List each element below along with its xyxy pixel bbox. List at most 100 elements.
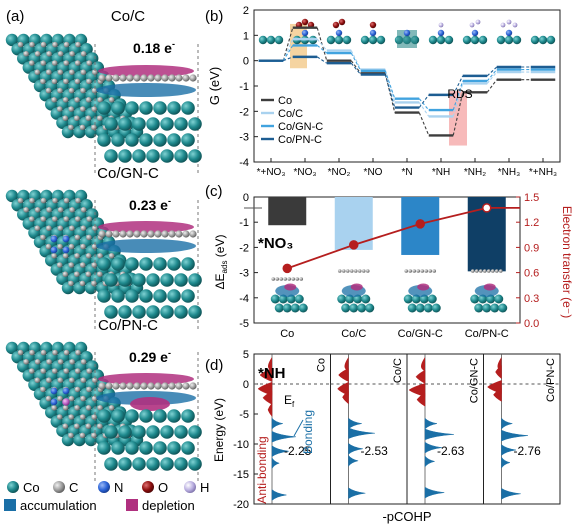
c-atom — [91, 87, 98, 94]
co-atom — [290, 303, 300, 313]
c-atom — [74, 386, 81, 393]
c-atom — [337, 269, 342, 273]
c-atom — [63, 349, 70, 356]
bonding-peak — [271, 489, 287, 501]
co-atom — [160, 273, 174, 287]
y2-tick-label: 1.2 — [524, 217, 539, 229]
cohp-panel-label: Co/GN-C — [469, 358, 481, 403]
c-atom — [62, 97, 69, 103]
co-atom — [490, 303, 500, 313]
c-atom — [424, 269, 429, 273]
co-atom — [146, 457, 160, 471]
co-atom — [139, 101, 153, 115]
x-tick-label: *+NH₃ — [529, 167, 557, 178]
co-atom — [181, 409, 195, 423]
c-atom — [68, 414, 74, 420]
co-atom — [167, 257, 181, 271]
cohp-panel-co-c: Co/C -2.53 — [330, 354, 407, 504]
c-atom — [29, 197, 35, 204]
n-atom — [62, 235, 70, 243]
c-atom — [341, 269, 346, 273]
co-atom — [368, 35, 378, 45]
n-atom — [369, 29, 377, 37]
c-atom — [86, 234, 92, 241]
c-atom — [189, 74, 197, 82]
co-atom — [470, 294, 480, 304]
c-atom — [80, 243, 86, 250]
co-atom — [146, 117, 160, 131]
bonding-peak — [501, 456, 510, 469]
series-co-gn-c — [258, 44, 556, 112]
c-atom — [119, 382, 127, 390]
co-atom — [376, 35, 386, 45]
c-atom — [40, 216, 46, 222]
antibonding-peak — [338, 368, 349, 382]
c-atom — [98, 230, 106, 238]
co-atom — [153, 441, 167, 455]
plot-c-xaxis: Co Co/C Co/GN-C Co/PN-C — [280, 328, 509, 340]
c-atom — [271, 277, 276, 281]
co-atom — [111, 133, 125, 147]
h-atom — [512, 22, 518, 28]
c-atom — [161, 382, 169, 390]
c-atom — [105, 382, 113, 390]
c-atom — [283, 277, 288, 281]
c-atom — [97, 405, 103, 411]
c-atom — [86, 78, 92, 85]
cohp-panel-co-gn-c: Co/GN-C -2.63 — [406, 354, 484, 504]
co-atom — [104, 273, 118, 287]
y-tick-label: -10 — [233, 439, 249, 451]
c-atom — [404, 269, 409, 273]
energy-connector — [418, 112, 430, 136]
model-title-co-gn-c: Co/GN-C — [97, 165, 159, 182]
n-atom — [50, 387, 58, 395]
panel-c: (c) ΔEads (eV) Electron transfer (e⁻) -5… — [205, 183, 574, 340]
atom-legend: Co C N O H accumulation — [4, 480, 209, 513]
c-atom — [91, 395, 98, 402]
co-atom — [403, 294, 413, 304]
co-atom — [132, 457, 146, 471]
c-atom — [74, 78, 81, 85]
c-atom — [63, 216, 69, 222]
bonding-peak — [424, 417, 438, 430]
c-atom — [45, 87, 52, 94]
c-atom — [46, 51, 52, 57]
y-tick-label: -3 — [239, 132, 249, 144]
c-atom — [92, 69, 98, 75]
electron-transfer-point — [415, 219, 425, 229]
antibonding-peak — [493, 387, 502, 402]
co-atom — [530, 35, 540, 45]
c-atom — [91, 106, 97, 112]
x-tick-label: Co — [280, 328, 294, 340]
c-atom — [353, 269, 358, 273]
adsorption-structure — [270, 277, 308, 313]
c-atom — [80, 377, 87, 384]
c-atom — [105, 230, 113, 238]
co-atom — [118, 457, 132, 471]
c-atom — [189, 230, 197, 238]
inset-structure — [428, 22, 454, 45]
c-atom — [56, 106, 63, 112]
c-atom — [62, 115, 69, 121]
c-atom — [140, 382, 148, 390]
c-atom — [420, 269, 425, 273]
plot-d-antibonding-label: Anti-bonding — [255, 436, 269, 503]
c-atom — [140, 74, 148, 82]
co-atom — [342, 35, 352, 45]
c-atom — [412, 269, 417, 273]
adsorption-structure — [470, 269, 508, 313]
c-atom — [490, 269, 495, 273]
c-atom — [57, 225, 64, 231]
co-atom — [139, 441, 153, 455]
co-atom — [118, 273, 132, 287]
y-tick-label: -2 — [239, 242, 249, 254]
legend-o-swatch — [142, 481, 154, 493]
plot-c-structure-insets — [270, 269, 508, 313]
p-atom — [62, 398, 70, 406]
co-atom — [125, 101, 139, 115]
c-atom — [74, 60, 81, 66]
c-atom — [470, 269, 475, 273]
icohp-value: -2.53 — [361, 444, 389, 458]
co-atom — [407, 303, 417, 313]
energy-connector — [452, 80, 464, 111]
